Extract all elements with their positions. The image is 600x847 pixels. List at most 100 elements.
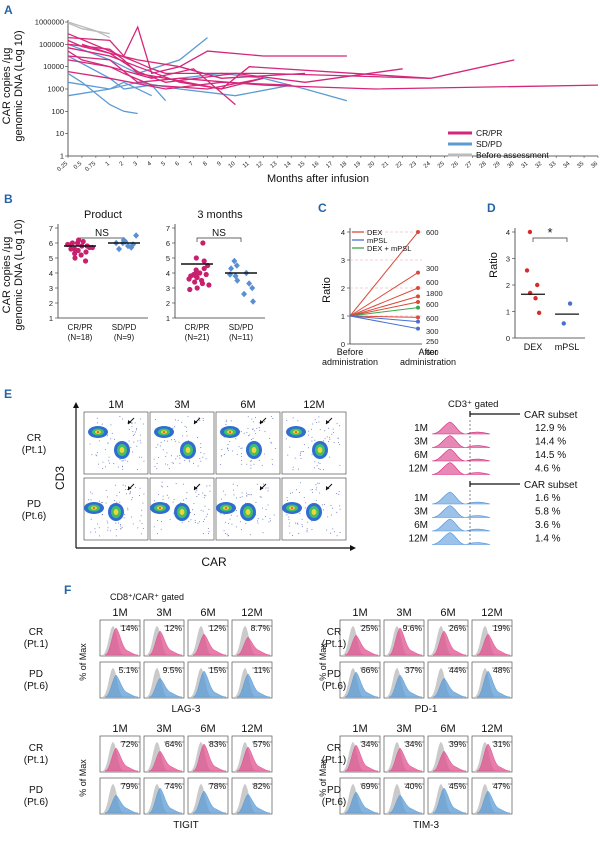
- panel-e-dot: [238, 446, 240, 448]
- panel-a-xtick-label: 29: [493, 161, 502, 170]
- panel-e-histogram: [431, 532, 491, 545]
- panel-a-series-line: [81, 43, 403, 83]
- panel-a-xtick-label: 17: [325, 161, 334, 170]
- panel-c-series-line: [349, 315, 419, 323]
- panel-e-dot: [274, 447, 276, 449]
- panel-e-dot: [241, 492, 243, 494]
- panel-e-dot: [170, 439, 172, 441]
- panel-b-ytick-label: 4: [49, 269, 53, 278]
- panel-e-dot: [328, 427, 330, 429]
- panel-e-dot: [289, 492, 291, 494]
- panel-a-xlabel: Months after infusion: [267, 173, 369, 185]
- panel-b-ytick-label: 4: [166, 269, 170, 278]
- panel-e-dot: [288, 522, 290, 524]
- panel-e-dot: [240, 453, 242, 455]
- panel-e-dot: [338, 493, 340, 495]
- panel-e-dot: [175, 458, 177, 460]
- panel-e-dot: [264, 516, 266, 518]
- panel-f-y-label: % of Max: [78, 759, 88, 797]
- panel-e-dot: [263, 483, 265, 485]
- panel-b-point: [241, 290, 248, 298]
- panel-e-dot: [323, 469, 325, 471]
- panel-e-dot: [122, 460, 124, 462]
- panel-b-sig-label: NS: [95, 228, 109, 239]
- panel-e-dot: [179, 455, 181, 457]
- panel-e-dot: [105, 489, 107, 491]
- panel-e-dot: [122, 418, 124, 420]
- panel-e-dot: [131, 426, 133, 428]
- panel-e-dot: [202, 533, 204, 535]
- panel-e-dot: [298, 491, 300, 493]
- panel-e-dot: [154, 500, 156, 502]
- panel-b-point: [193, 255, 199, 261]
- panel-e-dot: [203, 497, 205, 499]
- panel-e-dot: [250, 467, 252, 469]
- panel-e-dot: [339, 464, 341, 466]
- panel-e-dot: [235, 497, 237, 499]
- panel-e-dot: [97, 463, 99, 465]
- panel-e-dot: [227, 444, 229, 446]
- panel-e-dot: [326, 529, 328, 531]
- panel-e-dot: [90, 518, 92, 520]
- panel-e-dot: [172, 501, 174, 503]
- panel-e-dot: [246, 463, 248, 465]
- panel-e-dot: [142, 502, 144, 504]
- panel-e-dot: [323, 504, 325, 506]
- panel-c-dose-label: 1800: [426, 289, 443, 298]
- panel-b-point: [200, 240, 206, 246]
- panel-e-dot: [98, 527, 100, 529]
- panel-e-dot: [196, 437, 198, 439]
- panel-b-group-label: SD/PD: [229, 323, 254, 332]
- panel-e-dot: [326, 436, 328, 438]
- panel-e-dot: [166, 440, 168, 442]
- panel-e-dot: [339, 505, 341, 507]
- panel-e-dot: [196, 489, 198, 491]
- panel-e-row-patient: (Pt.1): [22, 445, 46, 456]
- panel-e-dot: [168, 468, 170, 470]
- panel-e-dot: [128, 440, 130, 442]
- panel-e-row-patient: (Pt.6): [22, 511, 46, 522]
- panel-e-dot: [259, 496, 261, 498]
- panel-b-label: B: [4, 192, 13, 206]
- panel-f-sample-hist: [476, 790, 511, 814]
- panel-b-ytick-label: 3: [49, 284, 53, 293]
- panel-f-sample-hist: [104, 747, 139, 772]
- panel-a-xtick-label: 16: [311, 161, 320, 170]
- panel-e-dot: [308, 447, 310, 449]
- panel-f-marker-label: LAG-3: [172, 704, 201, 715]
- panel-c-point: [416, 230, 420, 234]
- panel-e-dot: [121, 460, 123, 462]
- panel-e-dot: [252, 428, 254, 430]
- panel-b-point: [82, 258, 89, 264]
- panel-f-sample-hist: [148, 677, 183, 698]
- panel-e-dot: [209, 490, 211, 492]
- panel-e-density: [224, 507, 228, 509]
- panel-e-dot: [249, 494, 251, 496]
- panel-e-dot: [138, 456, 140, 458]
- panel-e-flow-plot: [149, 411, 215, 475]
- panel-e-dot: [260, 496, 262, 498]
- panel-e-dot: [321, 504, 323, 506]
- panel-e-dot: [136, 445, 138, 447]
- panel-e-dot: [312, 489, 314, 491]
- panel-e-dot: [173, 439, 175, 441]
- panel-a-xtick-label: 4: [147, 161, 154, 168]
- panel-e-dot: [227, 450, 229, 452]
- panel-e-dot: [127, 507, 129, 509]
- panel-a-series-line: [67, 47, 264, 90]
- panel-b-sig-label: NS: [212, 228, 226, 239]
- panel-e-dot: [328, 441, 330, 443]
- panel-e-dot: [315, 499, 317, 501]
- panel-e-dot: [138, 494, 140, 496]
- panel-e-dot: [102, 501, 104, 503]
- panel-a-xtick-label: 28: [479, 161, 488, 170]
- panel-e-dot: [308, 434, 310, 436]
- panel-e-dot: [240, 447, 242, 449]
- panel-a-xtick-label: 22: [395, 161, 404, 170]
- panel-e-dot: [331, 507, 333, 509]
- panel-e-dot: [261, 464, 263, 466]
- panel-e-dot: [175, 483, 177, 485]
- panel-e-dot: [186, 435, 188, 437]
- panel-e-dot: [287, 454, 289, 456]
- panel-e-dot: [298, 532, 300, 534]
